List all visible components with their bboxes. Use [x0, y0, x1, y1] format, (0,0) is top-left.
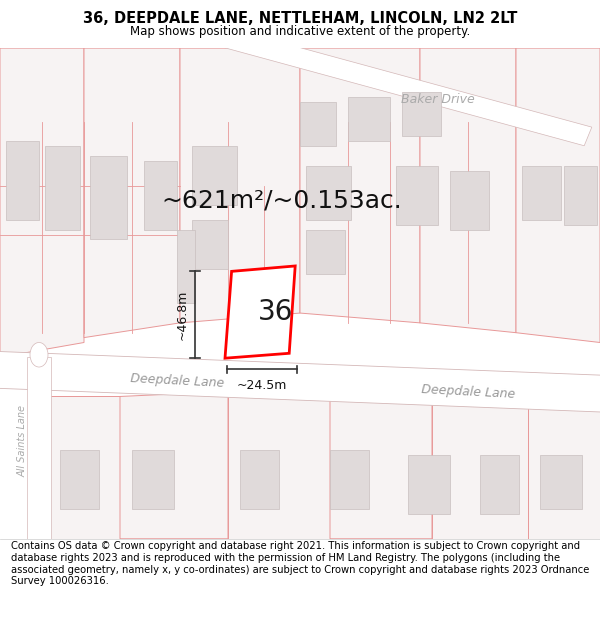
- Polygon shape: [420, 48, 516, 332]
- Bar: [6, 141, 39, 220]
- Bar: [240, 451, 279, 509]
- Polygon shape: [0, 48, 84, 357]
- Polygon shape: [120, 391, 228, 539]
- Bar: [90, 156, 127, 239]
- Text: ~621m²/~0.153ac.: ~621m²/~0.153ac.: [161, 188, 403, 213]
- Polygon shape: [0, 351, 600, 413]
- Bar: [192, 220, 228, 269]
- Bar: [60, 451, 99, 509]
- Polygon shape: [225, 266, 295, 358]
- Bar: [564, 166, 597, 225]
- Text: ~46.8m: ~46.8m: [175, 289, 188, 340]
- Bar: [540, 456, 582, 509]
- Bar: [306, 166, 351, 220]
- Polygon shape: [300, 48, 420, 323]
- Bar: [144, 161, 177, 229]
- Text: 36, DEEPDALE LANE, NETTLEHAM, LINCOLN, LN2 2LT: 36, DEEPDALE LANE, NETTLEHAM, LINCOLN, L…: [83, 11, 517, 26]
- Bar: [408, 456, 450, 514]
- Text: Contains OS data © Crown copyright and database right 2021. This information is : Contains OS data © Crown copyright and d…: [11, 541, 589, 586]
- Bar: [450, 171, 489, 229]
- Bar: [45, 146, 80, 229]
- Bar: [306, 229, 345, 274]
- Bar: [330, 451, 369, 509]
- Polygon shape: [528, 396, 600, 539]
- Bar: [402, 92, 441, 136]
- Polygon shape: [27, 357, 51, 539]
- Polygon shape: [330, 391, 432, 539]
- Bar: [132, 451, 174, 509]
- Text: 36: 36: [257, 298, 293, 326]
- Bar: [522, 166, 561, 220]
- Bar: [300, 102, 336, 146]
- Text: ~24.5m: ~24.5m: [237, 379, 287, 392]
- Polygon shape: [39, 396, 120, 539]
- Polygon shape: [432, 396, 528, 539]
- Ellipse shape: [30, 342, 48, 367]
- Bar: [396, 166, 438, 225]
- Text: Deepdale Lane: Deepdale Lane: [130, 372, 224, 390]
- Polygon shape: [84, 48, 180, 338]
- Text: Map shows position and indicative extent of the property.: Map shows position and indicative extent…: [130, 24, 470, 38]
- Bar: [480, 456, 519, 514]
- Bar: [348, 97, 390, 141]
- Polygon shape: [224, 29, 592, 146]
- Polygon shape: [516, 48, 600, 342]
- Bar: [177, 229, 195, 303]
- Text: Baker Drive: Baker Drive: [401, 93, 475, 106]
- Bar: [192, 146, 237, 205]
- Text: Deepdale Lane: Deepdale Lane: [421, 382, 515, 401]
- Text: All Saints Lane: All Saints Lane: [18, 404, 28, 477]
- Polygon shape: [180, 48, 300, 323]
- Polygon shape: [228, 391, 330, 539]
